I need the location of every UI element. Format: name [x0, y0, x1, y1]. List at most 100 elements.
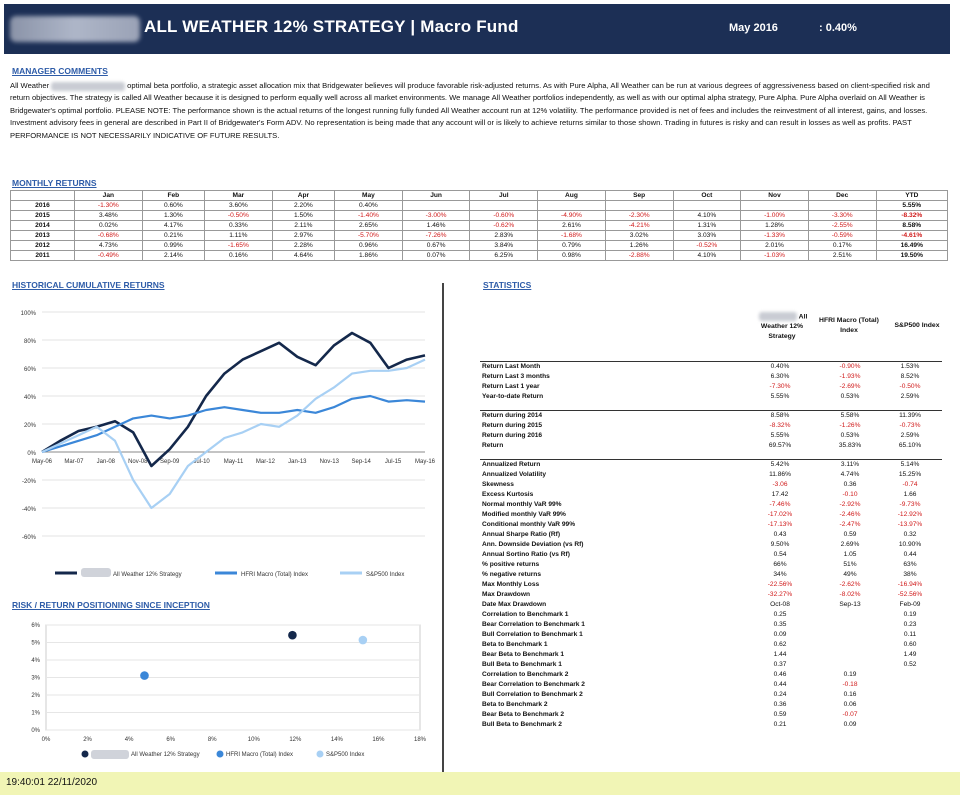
stat-value: -0.07 — [842, 711, 858, 718]
stat-value: -2.46% — [839, 511, 861, 518]
scatter-point — [140, 671, 149, 680]
stat-label: Return — [482, 442, 504, 449]
x-tick-label: 12% — [289, 737, 302, 743]
return-cell: 2.65% — [334, 220, 403, 231]
stat-label: Correlation to Benchmark 2 — [482, 671, 569, 678]
y-tick-label: 0% — [31, 728, 40, 734]
return-cell: -7.26% — [401, 230, 471, 241]
stat-value: 0.44 — [903, 551, 917, 558]
return-cell: 3.03% — [672, 230, 742, 241]
stat-row: Annualized Return 5.42% 3.11% 5.14% — [480, 461, 940, 471]
return-cell: 8.58% — [875, 220, 949, 231]
stat-row: Max Monthly Loss -22.56% -2.62% -16.94% — [480, 581, 940, 591]
stat-value: 8.58% — [770, 412, 790, 419]
stat-value: 6.30% — [770, 373, 790, 380]
stat-value: 0.53% — [840, 393, 860, 400]
return-cell: 3.02% — [604, 230, 674, 241]
stat-value: 0.11 — [903, 631, 917, 638]
return-cell — [469, 200, 539, 211]
legend-marker — [216, 750, 224, 758]
stat-group-rule — [480, 361, 942, 362]
stat-value: -1.93% — [839, 373, 861, 380]
return-cell: 0.17% — [807, 240, 877, 251]
year-cell: 2015 — [10, 210, 75, 221]
stat-value: 2.59% — [900, 393, 920, 400]
stat-value: 2.59% — [900, 432, 920, 439]
return-cell: 0.96% — [334, 240, 403, 251]
legend-redaction — [81, 568, 111, 577]
x-tick-label: Mar-07 — [64, 459, 84, 465]
stat-row: Bull Beta to Benchmark 1 0.37 0.52 — [480, 661, 940, 671]
stat-value: -0.10 — [842, 491, 858, 498]
stat-row: Ann. Downside Deviation (vs Rf) 9.50% 2.69… — [480, 541, 940, 551]
stat-value: -3.06 — [772, 481, 788, 488]
month-col-header: Sep — [604, 190, 674, 201]
stat-row: Return Last 1 year -7.30% -2.69% -0.50% — [480, 383, 940, 393]
return-cell: 3.48% — [74, 210, 143, 221]
series-line-2 — [41, 358, 426, 510]
report-title: ALL WEATHER 12% STRATEGY | Macro Fund — [144, 17, 519, 36]
y-tick-label: 80% — [24, 339, 37, 345]
x-tick-label: 8% — [208, 737, 217, 743]
return-cell: 4.17% — [141, 220, 206, 231]
legend-label: HFRI Macro (Total) Index — [241, 572, 308, 578]
stat-value: -17.13% — [767, 521, 793, 528]
header-bar: ALL WEATHER 12% STRATEGY | Macro Fund Ma… — [4, 4, 950, 54]
stat-value: 8.52% — [900, 373, 920, 380]
stat-value: -12.92% — [897, 511, 923, 518]
comments-rest: optimal beta portfolio, a strategic asse… — [10, 81, 930, 140]
x-tick-label: 6% — [166, 737, 175, 743]
stat-label: Max Drawdown — [482, 591, 530, 598]
stat-value: 5.58% — [840, 412, 860, 419]
return-cell: 6.25% — [469, 250, 539, 261]
stat-value: 0.32 — [903, 531, 917, 538]
stat-value: -8.32% — [769, 422, 791, 429]
monthly-returns-table: Jan Feb Mar Apr May Jun Jul Aug Sep Oct Nov Dec YTD … — [10, 190, 949, 261]
x-tick-label: 14% — [331, 737, 344, 743]
stat-value: 0.16 — [843, 691, 857, 698]
stat-value: 4.74% — [840, 471, 860, 478]
return-cell — [604, 200, 674, 211]
return-cell: -1.00% — [740, 210, 809, 221]
stat-value: 1.53% — [900, 363, 920, 370]
stat-value: -0.90% — [839, 363, 861, 370]
stat-value: 0.09 — [773, 631, 787, 638]
stat-label: Beta to Benchmark 2 — [482, 701, 548, 708]
x-tick-label: 16% — [372, 737, 385, 743]
y-tick-label: 3% — [31, 676, 40, 682]
month-col-header: Dec — [807, 190, 877, 201]
y-tick-label: 0% — [27, 451, 36, 457]
stat-group-rule — [480, 410, 942, 411]
return-cell — [672, 200, 742, 211]
y-tick-label: 40% — [24, 395, 37, 401]
return-cell: -0.60% — [469, 210, 539, 221]
stat-value: 5.55% — [770, 432, 790, 439]
stat-value: 0.59 — [843, 531, 857, 538]
stat-row: Annualized Volatility 11.86% 4.74% 15.25% — [480, 471, 940, 481]
stat-value: -9.73% — [899, 501, 921, 508]
report-month: May 2016 — [729, 22, 778, 34]
stat-row: Normal monthly VaR 99% -7.46% -2.92% -9.73% — [480, 501, 940, 511]
return-cell: -3.00% — [401, 210, 471, 221]
return-cell: 3.84% — [469, 240, 539, 251]
scatter-point — [288, 630, 297, 640]
stats-col-allweather: All Weather 12% Strategy — [752, 312, 812, 342]
return-cell: 1.28% — [740, 220, 809, 231]
return-cell — [537, 200, 606, 211]
return-cell — [740, 200, 809, 211]
stat-row: % positive returns 66% 51% 63% — [480, 561, 940, 571]
return-cell: -4.61% — [875, 230, 949, 241]
y-tick-label: -20% — [22, 479, 37, 485]
return-cell: 2.01% — [740, 240, 809, 251]
x-tick-label: Jan-08 — [97, 459, 116, 465]
stat-value: -1.26% — [839, 422, 861, 429]
monthly-row: 2012 4.73% 0.99% -1.65% 2.28% 0.96% 0.67% 3.84%… — [10, 240, 949, 251]
stat-value: -8.02% — [839, 591, 861, 598]
stat-value: 0.19 — [843, 671, 857, 678]
stat-label: Bear Correlation to Benchmark 2 — [482, 681, 585, 688]
stat-row: Annual Sortino Ratio (vs Rf) 0.54 1.05 0.44 — [480, 551, 940, 561]
month-col-header: Oct — [672, 190, 742, 201]
stat-value: 0.59 — [773, 711, 787, 718]
return-cell: -2.88% — [604, 250, 674, 261]
stat-label: % positive returns — [482, 561, 540, 568]
